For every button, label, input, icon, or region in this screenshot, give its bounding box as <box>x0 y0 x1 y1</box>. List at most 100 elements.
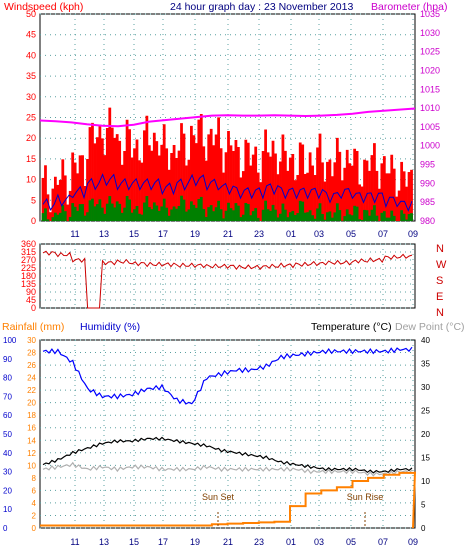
temperature-tick-label: 30 <box>421 383 430 392</box>
temp-x-tick-label: 07 <box>378 537 388 547</box>
rain-tick-label: 24 <box>27 374 36 383</box>
compass-label: E <box>436 291 443 303</box>
temp-plot-frame <box>39 339 416 529</box>
temp-x-tick-label: 23 <box>254 537 264 547</box>
compass-label: N <box>436 243 444 255</box>
temp-x-tick-label: 19 <box>190 537 200 547</box>
rain-tick-label: 0 <box>32 524 37 533</box>
dew-point-line <box>42 461 413 477</box>
rainfall-line <box>40 471 416 529</box>
rain-tick-label: 22 <box>27 386 36 395</box>
wind-direction-line <box>42 250 413 309</box>
humidity-tick-label: 10 <box>3 505 12 514</box>
humidity-axis-title: Humidity (%) <box>80 321 140 333</box>
rain-tick-label: 30 <box>27 336 36 345</box>
wind-tick-label: 15 <box>26 154 36 164</box>
temp-x-tick-label: 09 <box>408 537 418 547</box>
wind-x-tick-label: 19 <box>190 229 200 239</box>
rain-tick-label: 14 <box>27 436 36 445</box>
barometer-tick-label: 1035 <box>420 9 440 19</box>
wind-x-tick-label: 05 <box>346 229 356 239</box>
barometer-axis-title: Barometer (hpa) <box>371 1 447 13</box>
barometer-tick-label: 1010 <box>420 103 440 113</box>
wind-tick-label: 50 <box>26 9 36 19</box>
wind-x-tick-label: 09 <box>408 229 418 239</box>
humidity-tick-label: 70 <box>3 392 12 401</box>
rain-tick-label: 12 <box>27 449 36 458</box>
wind-tick-label: 5 <box>31 195 36 205</box>
wind-tick-label: 30 <box>26 92 36 102</box>
wind-x-tick-label: 21 <box>223 229 233 239</box>
direction-tick-label: 180 <box>21 271 36 281</box>
wind-tick-label: 10 <box>26 175 36 185</box>
direction-tick-label: 45 <box>26 295 36 305</box>
direction-plot-frame <box>39 243 416 309</box>
wind-tick-label: 25 <box>26 113 36 123</box>
wind-tick-label: 20 <box>26 133 36 143</box>
barometer-tick-label: 1025 <box>420 47 440 57</box>
barometer-line <box>39 107 416 128</box>
average-wind-line <box>42 173 413 212</box>
temperature-axis-title: Temperature (°C) <box>311 321 392 333</box>
temperature-tick-label: 5 <box>421 501 426 510</box>
wind-tick-label: 0 <box>31 216 36 226</box>
temperature-tick-label: 35 <box>421 360 430 369</box>
chart-title: 24 hour graph day : 23 November 2013 <box>170 1 353 13</box>
barometer-tick-label: 1005 <box>420 122 440 132</box>
rain-tick-label: 2 <box>32 511 37 520</box>
temp-x-tick-label: 13 <box>99 537 109 547</box>
temperature-tick-label: 10 <box>421 477 430 486</box>
humidity-tick-label: 50 <box>3 430 12 439</box>
windspeed-axis-title: Windspeed (kph) <box>4 1 83 13</box>
wind-x-tick-label: 13 <box>99 229 109 239</box>
rain-tick-label: 10 <box>27 461 36 470</box>
humidity-tick-label: 40 <box>3 449 12 458</box>
wind-x-tick-label: 03 <box>314 229 324 239</box>
humidity-tick-label: 80 <box>3 374 12 383</box>
wind-tick-label: 35 <box>26 71 36 81</box>
temp-x-tick-label: 03 <box>314 537 324 547</box>
rain-tick-label: 26 <box>27 361 36 370</box>
rainfall-axis-title: Rainfall (mm) <box>2 321 64 333</box>
wind-x-tick-label: 17 <box>158 229 168 239</box>
barometer-tick-label: 1000 <box>420 141 440 151</box>
temperature-tick-label: 20 <box>421 430 430 439</box>
compass-label: W <box>436 259 447 271</box>
sun-set-label: Sun Set <box>202 492 235 502</box>
barometer-tick-label: 990 <box>420 178 435 188</box>
direction-tick-label: 360 <box>21 239 36 249</box>
direction-tick-label: 315 <box>21 247 36 257</box>
wind-x-tick-label: 07 <box>378 229 388 239</box>
direction-tick-label: 225 <box>21 263 36 273</box>
humidity-tick-label: 100 <box>3 336 17 345</box>
humidity-tick-label: 30 <box>3 468 12 477</box>
direction-tick-label: 90 <box>26 287 36 297</box>
barometer-tick-label: 1030 <box>420 28 440 38</box>
barometer-tick-label: 995 <box>420 160 435 170</box>
barometer-tick-label: 1015 <box>420 84 440 94</box>
humidity-line <box>42 346 413 405</box>
wind-x-tick-label: 01 <box>286 229 296 239</box>
barometer-tick-label: 985 <box>420 197 435 207</box>
rain-tick-label: 16 <box>27 424 36 433</box>
barometer-tick-label: 1020 <box>420 65 440 75</box>
wind-tick-label: 45 <box>26 30 36 40</box>
temp-x-tick-label: 05 <box>346 537 356 547</box>
sun-rise-label: Sun Rise <box>347 492 384 502</box>
temperature-line <box>42 436 413 474</box>
temperature-tick-label: 40 <box>421 336 430 345</box>
wind-x-tick-label: 15 <box>129 229 139 239</box>
rain-tick-label: 18 <box>27 411 36 420</box>
temperature-tick-label: 0 <box>421 524 426 533</box>
humidity-tick-label: 90 <box>3 355 12 364</box>
temp-x-tick-label: 15 <box>129 537 139 547</box>
compass-label: N <box>436 307 444 319</box>
humidity-tick-label: 60 <box>3 411 12 420</box>
temperature-tick-label: 15 <box>421 454 430 463</box>
dewpoint-axis-title: Dew Point (°C) <box>395 321 465 333</box>
wind-tick-label: 40 <box>26 50 36 60</box>
compass-label: S <box>436 275 443 287</box>
barometer-tick-label: 980 <box>420 216 435 226</box>
